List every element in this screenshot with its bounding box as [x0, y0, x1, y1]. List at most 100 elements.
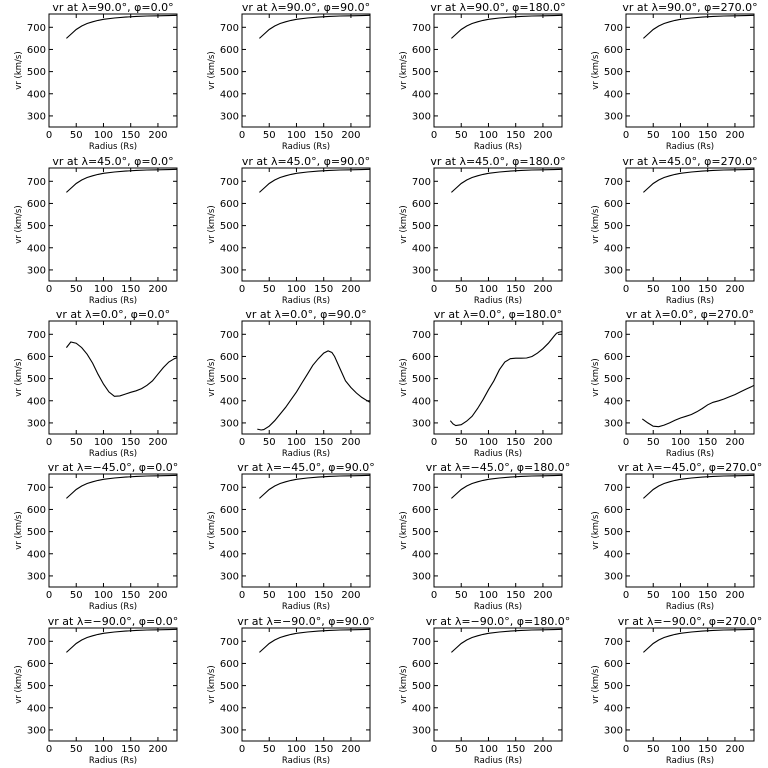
x-axis-label: Radius (Rs) — [474, 296, 522, 306]
y-tick-label: 400 — [27, 703, 46, 714]
x-tick-label: 100 — [287, 437, 306, 448]
y-tick-label: 300 — [27, 418, 46, 429]
y-tick-label: 300 — [412, 725, 431, 736]
x-tick-label: 200 — [341, 437, 360, 448]
x-tick-label: 150 — [121, 130, 140, 141]
panel-title: vr at λ=0.0°, φ=270.0° — [626, 308, 754, 321]
x-tick-label: 50 — [455, 130, 468, 141]
panel-1: vr at λ=90.0°, φ=0.0° 0 50 100 150 200 300 400 5… — [14, 1, 178, 152]
x-tick-label: 200 — [148, 284, 167, 295]
series-line — [66, 474, 178, 499]
y-tick-label: 600 — [220, 352, 239, 363]
x-tick-label: 50 — [263, 590, 276, 601]
x-tick-label: 0 — [239, 744, 245, 755]
panel-title: vr at λ=0.0°, φ=90.0° — [245, 308, 366, 321]
x-tick-label: 100 — [287, 590, 306, 601]
x-tick-label: 100 — [287, 130, 306, 141]
y-tick-label: 500 — [412, 221, 431, 232]
y-axis-label: vr (km/s) — [399, 205, 409, 243]
y-tick-label: 500 — [27, 681, 46, 692]
y-tick-label: 600 — [604, 199, 623, 210]
panel-19: vr at λ=−90.0°, φ=180.0° 0 50 100 150 200 300 4… — [399, 615, 570, 766]
series-line — [66, 628, 178, 653]
x-axis-label: Radius (Rs) — [474, 142, 522, 152]
y-tick-label: 400 — [27, 396, 46, 407]
x-tick-label: 150 — [314, 590, 333, 601]
y-axis-label: vr (km/s) — [591, 205, 601, 243]
series-line — [643, 14, 755, 39]
panel-2: vr at λ=90.0°, φ=90.0° 0 50 100 150 200 300 400… — [207, 1, 371, 152]
x-axis-label: Radius (Rs) — [282, 449, 330, 459]
x-tick-label: 150 — [698, 284, 717, 295]
y-tick-label: 700 — [412, 483, 431, 494]
y-tick-label: 600 — [27, 45, 46, 56]
y-tick-label: 600 — [412, 199, 431, 210]
panel-title: vr at λ=45.0°, φ=270.0° — [622, 155, 757, 168]
y-tick-label: 300 — [412, 111, 431, 122]
panel-title: vr at λ=−45.0°, φ=270.0° — [618, 461, 762, 474]
y-tick-label: 700 — [412, 637, 431, 648]
panel-title: vr at λ=0.0°, φ=0.0° — [56, 308, 170, 321]
y-tick-label: 600 — [604, 352, 623, 363]
y-axis-label: vr (km/s) — [14, 665, 24, 703]
x-axis-label: Radius (Rs) — [89, 756, 137, 766]
y-tick-label: 500 — [27, 374, 46, 385]
y-tick-label: 300 — [412, 418, 431, 429]
x-tick-label: 200 — [725, 590, 744, 601]
plot-frame — [241, 627, 371, 742]
plot-frame — [625, 13, 755, 128]
y-tick-label: 300 — [604, 111, 623, 122]
x-tick-label: 150 — [121, 744, 140, 755]
y-axis-label: vr (km/s) — [399, 51, 409, 89]
x-tick-label: 150 — [314, 744, 333, 755]
x-tick-label: 0 — [431, 590, 437, 601]
y-tick-label: 700 — [27, 23, 46, 34]
plot-frame — [433, 13, 563, 128]
y-tick-label: 700 — [27, 177, 46, 188]
y-tick-label: 700 — [604, 23, 623, 34]
y-tick-label: 600 — [220, 659, 239, 670]
series-line — [257, 350, 371, 431]
x-tick-label: 200 — [148, 130, 167, 141]
x-tick-label: 200 — [148, 590, 167, 601]
series-line — [259, 474, 371, 499]
x-tick-label: 200 — [341, 284, 360, 295]
x-tick-label: 50 — [263, 437, 276, 448]
x-tick-label: 200 — [148, 437, 167, 448]
plot-frame — [433, 627, 563, 742]
x-tick-label: 50 — [455, 284, 468, 295]
plot-frame — [433, 167, 563, 282]
y-tick-label: 400 — [220, 396, 239, 407]
x-axis-label: Radius (Rs) — [282, 602, 330, 612]
x-axis-label: Radius (Rs) — [474, 756, 522, 766]
x-tick-label: 50 — [70, 590, 83, 601]
y-tick-label: 400 — [220, 703, 239, 714]
x-tick-label: 200 — [148, 744, 167, 755]
x-axis-label: Radius (Rs) — [666, 756, 714, 766]
y-tick-label: 400 — [220, 549, 239, 560]
series-line — [259, 628, 371, 653]
y-tick-label: 700 — [27, 330, 46, 341]
x-tick-label: 100 — [94, 590, 113, 601]
y-tick-label: 500 — [412, 374, 431, 385]
y-tick-label: 500 — [604, 681, 623, 692]
y-tick-label: 500 — [220, 221, 239, 232]
x-tick-label: 50 — [647, 130, 660, 141]
panel-title: vr at λ=90.0°, φ=90.0° — [242, 1, 370, 14]
y-tick-label: 300 — [220, 111, 239, 122]
x-tick-label: 150 — [698, 590, 717, 601]
y-tick-label: 500 — [220, 67, 239, 78]
x-axis-label: Radius (Rs) — [282, 756, 330, 766]
y-axis-label: vr (km/s) — [14, 205, 24, 243]
panel-16: vr at λ=−45.0°, φ=270.0° 0 50 100 150 200 300 4… — [591, 461, 762, 612]
plot-frame — [625, 473, 755, 588]
x-tick-label: 50 — [263, 284, 276, 295]
y-tick-label: 500 — [604, 67, 623, 78]
x-tick-label: 0 — [623, 284, 629, 295]
y-axis-label: vr (km/s) — [14, 511, 24, 549]
y-tick-label: 300 — [220, 571, 239, 582]
y-tick-label: 300 — [604, 418, 623, 429]
x-axis-label: Radius (Rs) — [89, 602, 137, 612]
x-axis-label: Radius (Rs) — [89, 142, 137, 152]
y-tick-label: 300 — [27, 725, 46, 736]
